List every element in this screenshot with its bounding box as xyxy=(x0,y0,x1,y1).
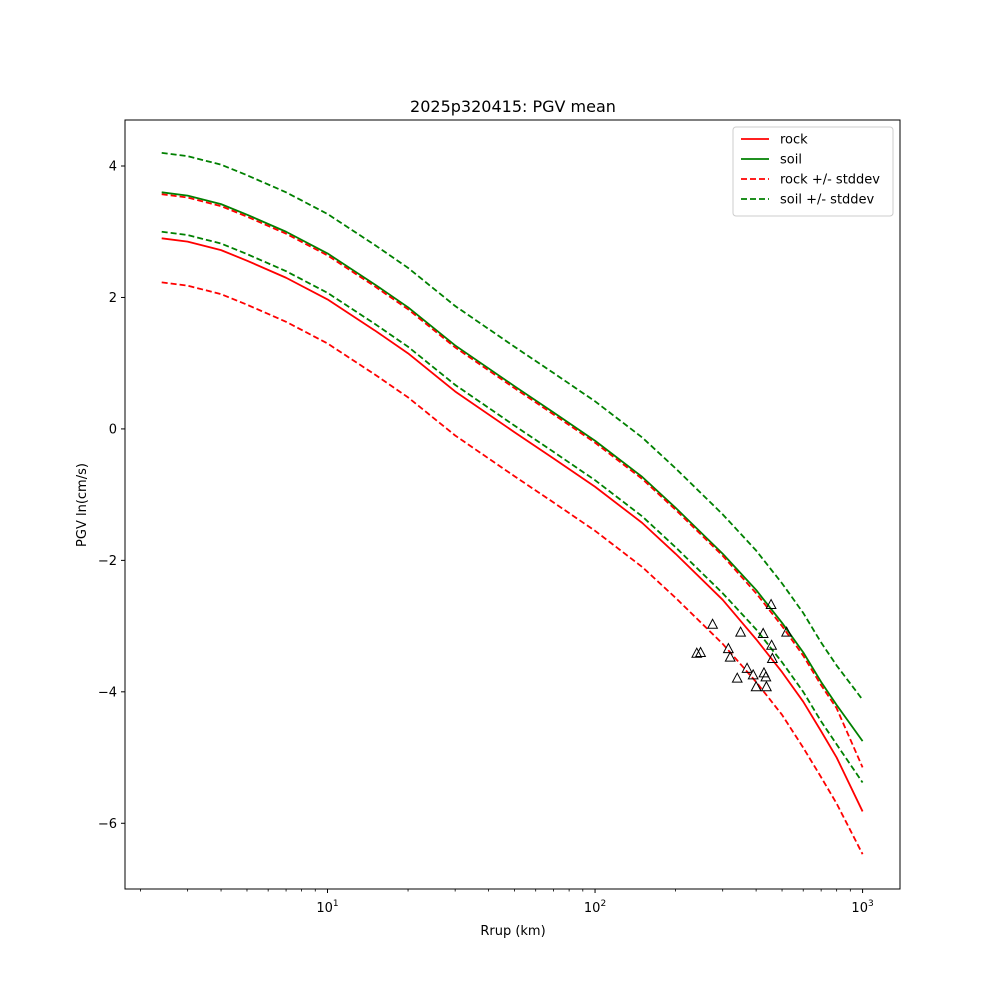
series-line-2 xyxy=(161,193,864,768)
legend-box xyxy=(732,126,894,217)
observation-marker xyxy=(757,627,769,638)
legend: rock soil rock +/- stddev soil +/- stddev xyxy=(732,126,894,217)
observation-marker xyxy=(694,646,707,658)
series-line-4 xyxy=(161,151,864,701)
x-tick-label: 102 xyxy=(584,899,606,916)
x-tick-label: 103 xyxy=(851,899,873,916)
legend-label: soil +/- stddev xyxy=(780,193,875,208)
observation-marker xyxy=(741,662,753,673)
observation-marker xyxy=(766,652,778,663)
observation-markers xyxy=(691,598,793,692)
observation-marker xyxy=(747,668,759,680)
observation-marker xyxy=(734,626,747,637)
axis-ticks: 4 2 0 −2 −4 −6 101 102 103 xyxy=(98,160,874,916)
observation-marker xyxy=(724,651,736,662)
chart-title: 2025p320415: PGV mean xyxy=(410,97,616,116)
x-axis-label: Rrup (km) xyxy=(480,924,545,939)
observation-marker xyxy=(706,618,719,629)
y-tick-label: −6 xyxy=(98,817,117,832)
y-tick-label: 4 xyxy=(109,160,117,175)
x-tick-label: 101 xyxy=(316,899,338,916)
observation-marker xyxy=(722,642,734,654)
observation-marker xyxy=(760,680,773,692)
series-layer xyxy=(161,151,864,855)
legend-label: rock +/- stddev xyxy=(780,173,880,188)
y-tick-label: −2 xyxy=(98,554,117,569)
legend-label: soil xyxy=(780,153,802,168)
observation-marker xyxy=(780,626,793,637)
observation-marker xyxy=(765,639,778,650)
y-tick-label: 0 xyxy=(109,422,117,437)
observation-marker xyxy=(691,647,703,658)
observation-marker xyxy=(760,670,772,682)
series-line-0 xyxy=(161,237,864,812)
series-line-1 xyxy=(161,191,864,742)
y-tick-label: 2 xyxy=(109,291,117,306)
observation-marker xyxy=(750,680,762,692)
series-line-5 xyxy=(161,230,864,784)
plot-frame xyxy=(124,119,901,890)
observation-marker xyxy=(731,672,743,683)
observation-marker xyxy=(765,598,777,610)
y-tick-label: −4 xyxy=(98,685,117,700)
legend-label: rock xyxy=(780,133,808,148)
series-line-3 xyxy=(161,281,864,855)
y-axis-label: PGV ln(cm/s) xyxy=(75,463,90,547)
